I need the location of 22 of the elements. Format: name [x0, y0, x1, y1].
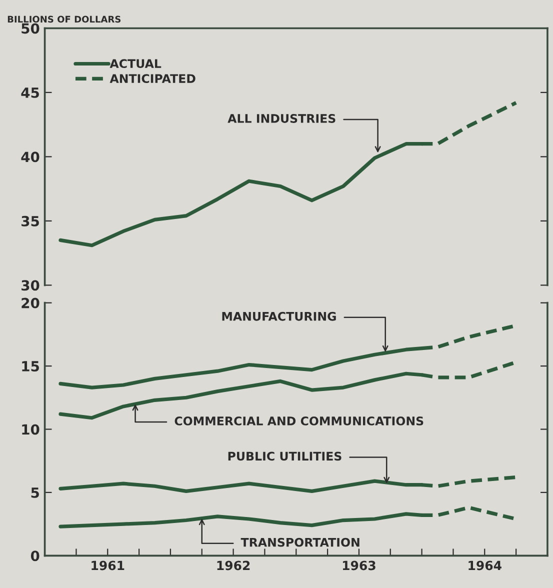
annotation: MANUFACTURING — [222, 312, 336, 321]
y-tick-label: 35 — [22, 216, 39, 226]
annotation: PUBLIC UTILITIES — [228, 452, 342, 461]
x-tick-label: 1962 — [217, 560, 250, 570]
annotation: TRANSPORTATION — [240, 538, 360, 547]
y-tick-label: 5 — [31, 488, 39, 498]
x-tick-label: 1964 — [468, 560, 502, 570]
legend-label: ACTUAL — [110, 59, 162, 68]
y-tick-label: 45 — [21, 88, 39, 98]
y-tick-label: 20 — [22, 298, 40, 308]
legend-label: ANTICIPATED — [110, 74, 196, 84]
y-tick-label: 50 — [22, 23, 40, 34]
x-tick-label: 1963 — [342, 560, 376, 570]
annotation: ALL INDUSTRIES — [228, 114, 336, 123]
x-tick-label: 1961 — [92, 560, 124, 570]
y-tick-label: 30 — [22, 280, 40, 291]
y-tick-label: 15 — [22, 361, 39, 372]
annotation: COMMERCIAL AND COMMUNICATIONS — [174, 416, 424, 426]
y-tick-label: 0 — [30, 550, 40, 562]
y-axis-title: BILLIONS OF DOLLARS — [8, 16, 121, 23]
y-tick-label: 10 — [22, 424, 40, 435]
y-tick-label: 40 — [21, 152, 40, 162]
